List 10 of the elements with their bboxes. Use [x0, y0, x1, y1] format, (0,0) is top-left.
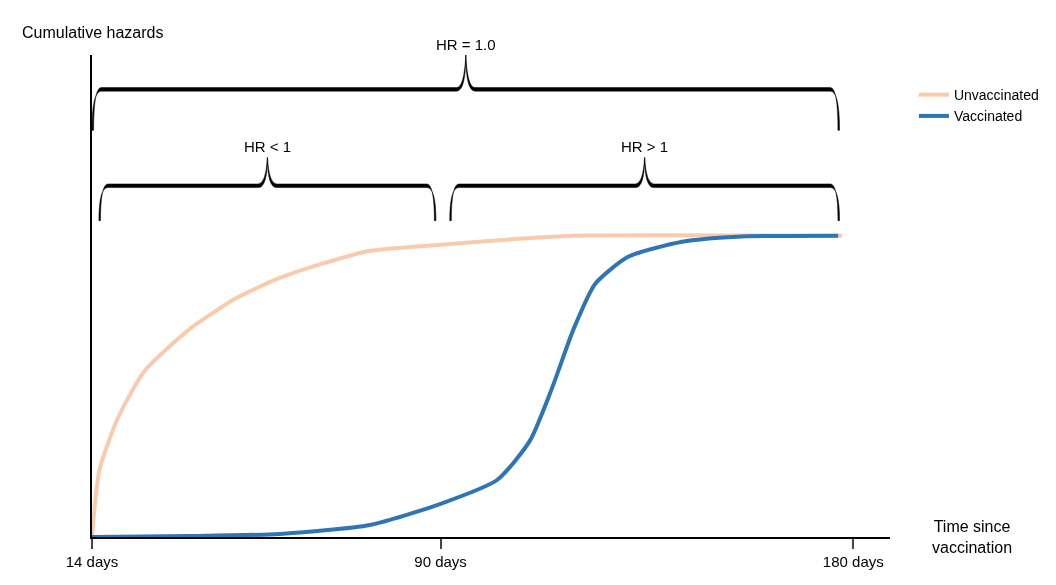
text: HR > 1 — [621, 138, 669, 155]
text: Cumulative hazards — [22, 24, 164, 41]
x-tick-label: 180 days — [822, 553, 884, 570]
x-tick-label: 90 days — [414, 553, 467, 570]
legend-label: Unvaccinated — [953, 87, 1039, 104]
x-tick-label: 14 days — [65, 553, 119, 570]
text: HR < 1 — [244, 138, 292, 155]
x-axis-title: Time since vaccination — [932, 518, 1013, 556]
text: HR = 1.0 — [436, 36, 496, 53]
legend-label: Vaccinated — [953, 108, 1023, 125]
